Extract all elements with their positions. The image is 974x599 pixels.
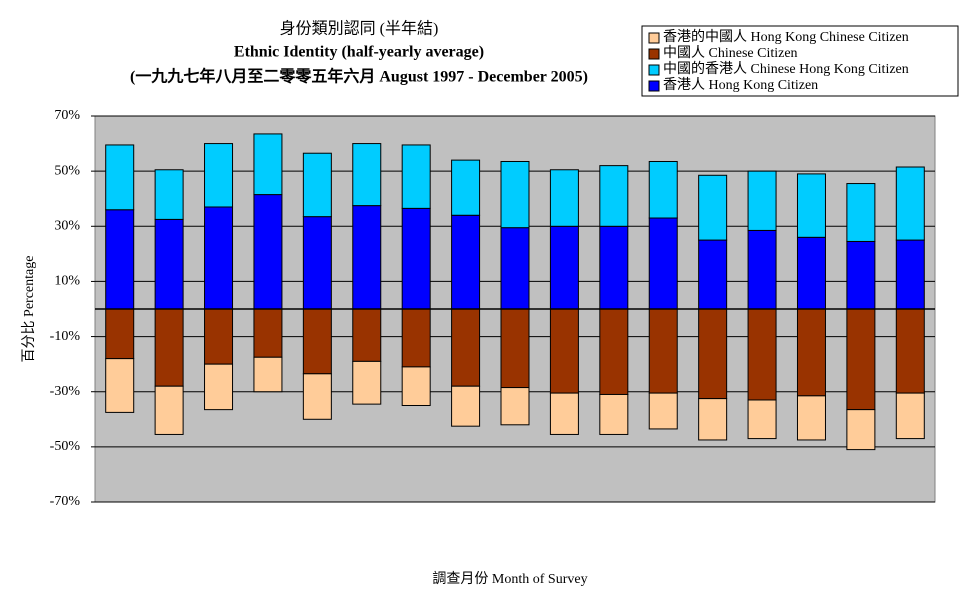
bar-segment	[302, 152, 332, 218]
bar-segment	[599, 308, 629, 395]
legend-label: 香港的中國人 Hong Kong Chinese Citizen	[663, 29, 909, 45]
bar-segment	[302, 216, 332, 310]
legend-label: 香港人 Hong Kong Citizen	[663, 77, 818, 93]
bar-segment	[204, 206, 234, 310]
bar-segment	[204, 363, 234, 411]
bar-segment	[895, 308, 925, 394]
legend-swatch	[648, 32, 660, 44]
bar-segment	[895, 166, 925, 241]
bar-segment	[846, 240, 876, 310]
bar-segment	[253, 194, 283, 310]
bar-segment	[549, 169, 579, 227]
bar-segment	[451, 308, 481, 387]
bar-segment	[253, 308, 283, 358]
bar-segment	[747, 229, 777, 310]
bar-segment	[352, 143, 382, 207]
bar-segment	[599, 165, 629, 227]
y-tick-label: -50%	[50, 439, 81, 454]
bar-segment	[253, 133, 283, 196]
bar-segment	[105, 144, 135, 211]
bar-segment	[105, 308, 135, 360]
y-tick-label: -10%	[50, 329, 81, 344]
bar-segment	[204, 143, 234, 208]
bar-segment	[401, 366, 431, 406]
bar-segment	[401, 207, 431, 310]
bar-segment	[352, 205, 382, 310]
bar-segment	[796, 173, 826, 238]
y-tick-label: -70%	[50, 494, 81, 509]
bar-segment	[747, 399, 777, 440]
y-axis-label: 百分比 Percentage	[21, 256, 37, 363]
bar-segment	[204, 308, 234, 365]
y-tick-label: 30%	[54, 219, 80, 234]
chart-title: 身份類別認同 (半年結)	[280, 20, 439, 38]
chart-subtitle: (一九九七年八月至二零零五年六月 August 1997 - December …	[130, 67, 588, 86]
bar-segment	[698, 308, 728, 400]
bar-segment	[796, 395, 826, 441]
bar-segment	[698, 174, 728, 241]
x-axis-label: 調查月份 Month of Survey	[432, 571, 587, 587]
bar-segment	[846, 308, 876, 411]
bar-segment	[698, 239, 728, 310]
y-tick-label: 50%	[54, 163, 80, 178]
bar-segment	[648, 308, 678, 394]
legend-label: 中國人 Chinese Citizen	[663, 45, 798, 61]
bar-segment	[154, 385, 184, 435]
bar-segment	[500, 160, 530, 229]
y-tick-label: 10%	[54, 274, 80, 289]
bar-segment	[401, 144, 431, 209]
bar-segment	[796, 308, 826, 397]
y-tick-label: 70%	[54, 108, 80, 123]
bar-segment	[154, 169, 184, 220]
bar-segment	[352, 308, 382, 362]
bar-segment	[599, 225, 629, 310]
bar-segment	[253, 356, 283, 393]
bar-segment	[302, 308, 332, 375]
bar-segment	[549, 392, 579, 435]
bar-segment	[500, 308, 530, 389]
bar-segment	[105, 209, 135, 310]
bar-segment	[796, 236, 826, 310]
bar-segment	[747, 308, 777, 401]
bar-segment	[846, 409, 876, 451]
bar-segment	[451, 159, 481, 216]
bar-segment	[549, 308, 579, 394]
legend-swatch	[648, 48, 660, 60]
bar-segment	[500, 227, 530, 310]
bar-segment	[154, 308, 184, 387]
bar-segment	[648, 217, 678, 310]
bar-segment	[895, 392, 925, 440]
bar-segment	[846, 183, 876, 242]
bar-segment	[648, 392, 678, 430]
bar-segment	[401, 308, 431, 368]
bar-segment	[302, 373, 332, 420]
bar-segment	[154, 218, 184, 310]
bar-segment	[352, 360, 382, 405]
bar-segment	[549, 225, 579, 310]
bar-segment	[599, 393, 629, 435]
legend-swatch	[648, 64, 660, 76]
bar-segment	[698, 398, 728, 441]
bar-segment	[500, 387, 530, 426]
bar-segment	[747, 170, 777, 231]
bar-segment	[451, 385, 481, 427]
chart-subtitle: Ethnic Identity (half-yearly average)	[234, 44, 484, 61]
legend-label: 中國的香港人 Chinese Hong Kong Citizen	[663, 61, 909, 77]
y-tick-label: -30%	[50, 384, 81, 399]
bar-segment	[895, 239, 925, 310]
legend-box	[641, 25, 959, 97]
bar-segment	[451, 214, 481, 310]
bar-segment	[648, 160, 678, 219]
legend-swatch	[648, 80, 660, 92]
bar-segment	[105, 358, 135, 413]
